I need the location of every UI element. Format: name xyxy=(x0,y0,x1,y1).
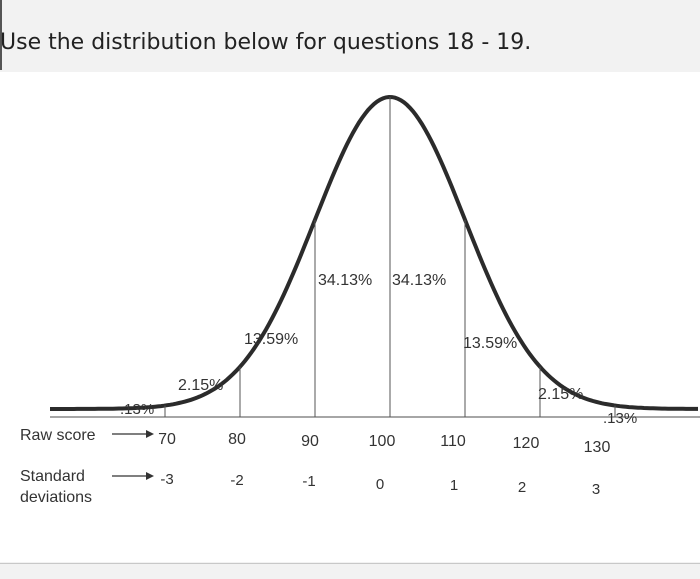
region-percent-label-left-1: 13.59% xyxy=(244,331,298,348)
raw-score-tick: 120 xyxy=(513,435,540,452)
std-dev-tick: -2 xyxy=(230,472,243,489)
normal-curve-diagram: .13% 2.15% 13.59% 34.13% 34.13% 13.59% 2… xyxy=(20,94,700,506)
bell-curve xyxy=(50,94,698,411)
raw-score-tick: 130 xyxy=(584,439,611,456)
region-percent-label-left-2: 2.15% xyxy=(178,377,223,394)
normal-distribution-figure: .13% 2.15% 13.59% 34.13% 34.13% 13.59% 2… xyxy=(0,72,700,562)
question-text: Use the distribution below for questions… xyxy=(0,30,532,55)
raw-score-tick: 80 xyxy=(228,431,246,448)
standard-deviations-label-line1: Standard xyxy=(20,468,85,485)
std-dev-tick: -3 xyxy=(160,471,173,488)
bottom-divider xyxy=(0,563,700,564)
std-dev-tick: -1 xyxy=(302,473,315,490)
left-edge-rule xyxy=(0,0,2,70)
raw-score-tick: 100 xyxy=(369,433,396,450)
region-percent-label-right-2: 2.15% xyxy=(538,386,583,403)
std-dev-tick: 3 xyxy=(592,481,600,498)
raw-score-label: Raw score xyxy=(20,427,96,444)
region-percent-label-center-right: 34.13% xyxy=(392,272,446,289)
standard-deviations-label-line2: deviations xyxy=(20,489,92,506)
standard-deviations-arrowhead xyxy=(146,472,154,480)
raw-score-tick: 70 xyxy=(158,431,176,448)
raw-score-tick: 90 xyxy=(301,433,319,450)
raw-score-tick: 110 xyxy=(440,433,466,450)
region-percent-label-far-left: .13% xyxy=(120,401,154,418)
raw-score-arrowhead xyxy=(146,430,154,438)
std-dev-tick: 1 xyxy=(450,477,458,494)
std-dev-tick: 0 xyxy=(376,476,384,493)
region-percent-label-center-left: 34.13% xyxy=(318,272,372,289)
std-dev-tick: 2 xyxy=(518,479,526,496)
region-percent-label-far-right: .13% xyxy=(603,410,637,427)
region-percent-label-right-1: 13.59% xyxy=(463,335,517,352)
